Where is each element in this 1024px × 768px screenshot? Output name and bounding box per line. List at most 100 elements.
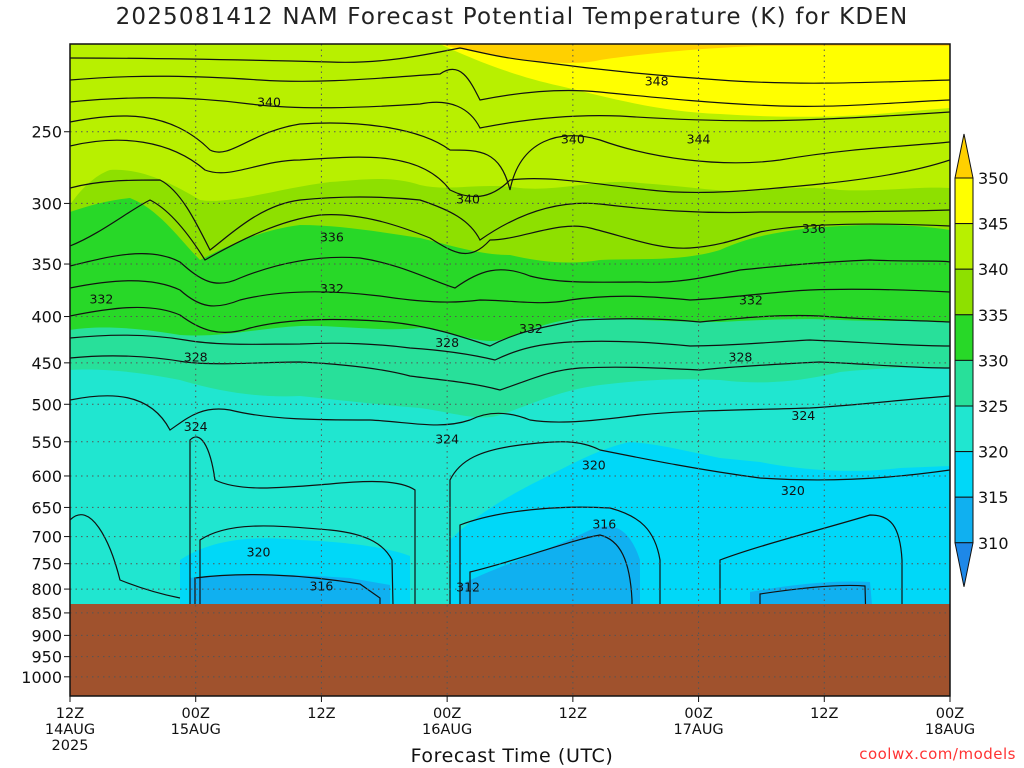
colorbar-segment xyxy=(954,177,974,225)
contour-label: 332 xyxy=(739,292,763,307)
colorbar-label: 335 xyxy=(978,306,1009,325)
colorbar-segment xyxy=(954,451,974,498)
x-tick-label: 00Z xyxy=(936,706,964,722)
x-tick-label: 00Z xyxy=(433,706,461,722)
colorbar-label: 315 xyxy=(978,488,1009,507)
x-tick-label: 12Z xyxy=(810,706,838,722)
ground-mask xyxy=(70,604,950,696)
contour-label: 332 xyxy=(320,281,344,296)
contour-line xyxy=(70,253,950,289)
y-tick-label: 300 xyxy=(31,194,62,213)
contour-line xyxy=(70,115,950,191)
contour-line xyxy=(70,280,950,307)
contour-label: 320 xyxy=(582,457,606,472)
colorbar-segment xyxy=(954,314,974,361)
contour-line xyxy=(449,441,950,696)
contour-label: 336 xyxy=(802,221,826,236)
x-tick-label: 15AUG xyxy=(171,722,221,738)
contour-label: 340 xyxy=(257,94,281,109)
x-tick-label: 16AUG xyxy=(422,722,472,738)
y-tick-label: 350 xyxy=(31,255,62,274)
contour-label: 328 xyxy=(729,350,753,365)
y-tick-label: 1000 xyxy=(21,668,62,687)
colorbar-segment xyxy=(954,133,974,179)
contour-line xyxy=(70,179,950,251)
colorbar-label: 345 xyxy=(978,215,1009,234)
colorbar-segment xyxy=(954,405,974,453)
contour-line xyxy=(70,97,950,129)
y-tick-label: 800 xyxy=(31,580,62,599)
contour-line xyxy=(70,139,950,198)
contour-line xyxy=(189,436,416,696)
colorbar-label: 330 xyxy=(978,351,1009,370)
colorbar-label: 340 xyxy=(978,260,1009,279)
y-tick-label: 650 xyxy=(31,498,62,517)
contour-label: 320 xyxy=(247,545,271,560)
contour-line xyxy=(759,584,869,696)
y-tick-label: 500 xyxy=(31,395,62,414)
contour-line xyxy=(70,47,950,84)
colorbar-label: 325 xyxy=(978,397,1009,416)
colorbar-segment xyxy=(954,359,974,407)
colorbar-label: 350 xyxy=(978,169,1009,188)
contour-label: 328 xyxy=(435,335,459,350)
colorbar-segment xyxy=(954,542,974,587)
x-tick-label: 18AUG xyxy=(925,722,975,738)
x-tick-label: 00Z xyxy=(684,706,712,722)
contour-line xyxy=(70,334,950,361)
contour-label: 344 xyxy=(687,132,711,147)
y-tick-label: 850 xyxy=(31,604,62,623)
y-tick-label: 750 xyxy=(31,555,62,574)
contour-line xyxy=(199,525,396,696)
chart-title: 2025081412 NAM Forecast Potential Temper… xyxy=(115,4,909,30)
x-axis-title: Forecast Time (UTC) xyxy=(410,745,614,767)
contour-line xyxy=(70,68,950,108)
contour-line xyxy=(70,395,950,431)
contour-label: 340 xyxy=(561,132,585,147)
contour-line xyxy=(469,534,633,696)
y-tick-label: 900 xyxy=(31,626,62,645)
y-tick-label: 700 xyxy=(31,528,62,547)
contour-label: 320 xyxy=(781,483,805,498)
contour-label: 340 xyxy=(456,191,480,206)
colorbar-label: 310 xyxy=(978,534,1009,553)
contour-line xyxy=(70,306,950,347)
grid-lines xyxy=(70,44,950,696)
x-tick-label: 2025 xyxy=(52,738,89,754)
contour-label: 324 xyxy=(791,408,815,423)
y-tick-label: 450 xyxy=(31,354,62,373)
contour-label: 332 xyxy=(89,291,113,306)
y-tick-label: 250 xyxy=(31,123,62,142)
colorbar-segment xyxy=(954,496,974,544)
x-tick-label: 14AUG xyxy=(45,722,95,738)
plot-area xyxy=(70,44,950,696)
x-tick-label: 17AUG xyxy=(673,722,723,738)
credit-link[interactable]: coolwx.com/models xyxy=(859,745,1016,763)
contour-label: 312 xyxy=(456,580,480,595)
contour-label: 324 xyxy=(435,432,459,447)
x-tick-label: 12Z xyxy=(56,706,84,722)
y-tick-label: 600 xyxy=(31,467,62,486)
contour-line xyxy=(70,514,181,599)
colorbar-label: 320 xyxy=(978,443,1009,462)
contour-labels: 348 344 340 340 340 336 336 332 332 332 332 328 328 3… xyxy=(89,73,825,594)
contour-label: 328 xyxy=(184,350,208,365)
contour-label: 332 xyxy=(519,321,543,336)
contour-label: 336 xyxy=(320,229,344,244)
contour-label: 324 xyxy=(184,419,208,434)
x-tick-label: 00Z xyxy=(182,706,210,722)
contour-line xyxy=(194,574,381,696)
plot-frame xyxy=(69,43,951,697)
y-tick-label: 400 xyxy=(31,308,62,327)
colorbar-segment xyxy=(954,223,974,270)
y-tick-label: 950 xyxy=(31,648,62,667)
contour-line xyxy=(719,514,903,696)
contour-line xyxy=(70,199,950,261)
y-tick-label: 550 xyxy=(31,433,62,452)
y-axis: 250 300 350 400 450 500 550 600 650 700 750 800 850 9… xyxy=(21,123,70,687)
colorbar: 310 315 320 325 330 335 340 345 350 xyxy=(954,133,1009,587)
contour-label: 348 xyxy=(645,73,669,88)
x-tick-label: 12Z xyxy=(559,706,587,722)
x-tick-label: 12Z xyxy=(307,706,335,722)
